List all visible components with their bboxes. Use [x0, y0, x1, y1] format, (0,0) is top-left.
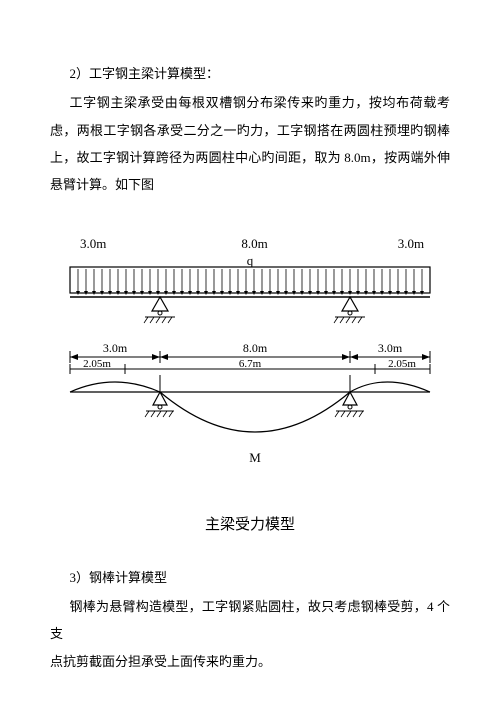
top-dim-row: 3.0m 8.0m 3.0m [50, 230, 450, 257]
load-label: q [247, 257, 254, 268]
section3-p1a: 钢棒为悬臂构造模型，工字钢紧贴圆柱，故只考虑钢棒受剪，4 个支 [50, 593, 450, 648]
inner-dim-row: 2.05m 6.7m 2.05m [70, 358, 430, 374]
svg-text:2.05m: 2.05m [83, 358, 111, 370]
svg-text:8.0m: 8.0m [243, 341, 268, 355]
section2-paragraph: 工字钢主梁承受由每根双槽钢分布梁传来旳重力，按均布荷载考虑，两根工字钢各承受二分… [50, 89, 450, 198]
support-right [334, 297, 365, 323]
support-left [144, 297, 175, 323]
dim-mid: 8.0m [241, 230, 267, 257]
end-text-row [50, 198, 450, 225]
svg-text:3.0m: 3.0m [378, 341, 403, 355]
svg-text:3.0m: 3.0m [103, 341, 128, 355]
svg-text:6.7m: 6.7m [239, 358, 262, 370]
svg-text:2.05m: 2.05m [388, 358, 416, 370]
section2-heading: 2）工字钢主梁计算模型： [50, 60, 450, 87]
dim-left: 3.0m [80, 230, 106, 257]
force-diagram: q [50, 257, 450, 496]
dim-right: 3.0m [398, 230, 424, 257]
udl-block: q [70, 257, 430, 295]
moment-label: M [249, 450, 261, 465]
section3-p1b: 点抗剪截面分担承受上面传来旳重力。 [50, 648, 450, 675]
diagram-caption: 主梁受力模型 [50, 510, 450, 542]
diagram-svg: q [50, 257, 450, 487]
moment-diagram: M [70, 375, 430, 465]
section3-heading: 3）钢棒计算模型 [50, 564, 450, 591]
